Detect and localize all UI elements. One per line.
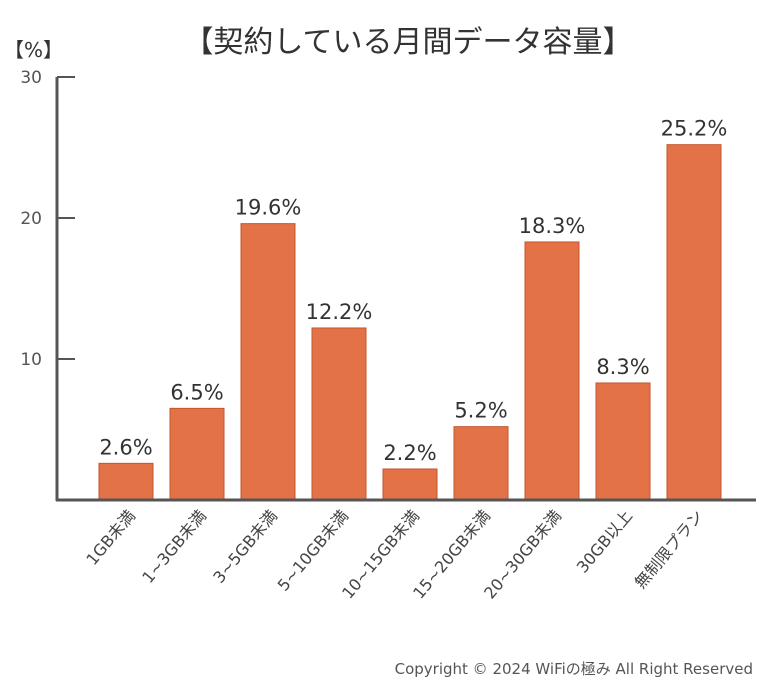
bar [524,241,580,501]
x-tick-label: 無制限プラン [631,506,707,592]
data-label: 18.3% [519,214,586,238]
y-tick-label: 10 [20,350,42,370]
y-tick-label: 30 [20,68,42,88]
data-label: 12.2% [306,300,373,324]
data-labels: 2.6% 6.5% 19.6% 12.2% 2.2% 5.2% 18.3% 8.3% 25.2% [99,117,727,465]
data-label: 2.2% [383,441,436,465]
axes [55,77,756,502]
bar [240,223,296,501]
bar [169,407,225,501]
x-tick-label: 3~5GB未満 [209,506,281,587]
data-label: 8.3% [596,355,649,379]
x-tick-label: 20~30GB未満 [480,506,565,602]
x-tick-label: 30GB以上 [573,506,636,576]
data-label: 19.6% [235,196,302,220]
bar [382,468,438,501]
data-label: 5.2% [454,399,507,423]
y-tick-label: 20 [20,209,42,229]
bar [98,462,154,501]
y-axis-ticks: 10 20 30 [20,68,75,370]
chart-title: 【契約している月間データ容量】 [183,25,632,60]
data-label: 25.2% [661,117,728,141]
bars [98,144,722,501]
data-label: 6.5% [170,380,223,404]
x-tick-label: 1GB未満 [82,506,139,568]
y-axis-unit-label: 【%】 [4,38,63,62]
x-axis-ticks: 1GB未満 1~3GB未満 3~5GB未満5~10GB未満10~15GB未満15~2… [82,506,707,602]
copyright-text: Copyright © 2024 WiFiの極み All Right Reser… [395,660,753,678]
bar [453,426,509,501]
data-label: 2.6% [99,435,152,459]
x-tick-label: 1~3GB未満 [138,506,210,587]
bar [595,382,651,501]
x-tick-label: 5~10GB未満 [274,506,352,594]
bar [666,144,722,501]
bar [311,327,367,501]
